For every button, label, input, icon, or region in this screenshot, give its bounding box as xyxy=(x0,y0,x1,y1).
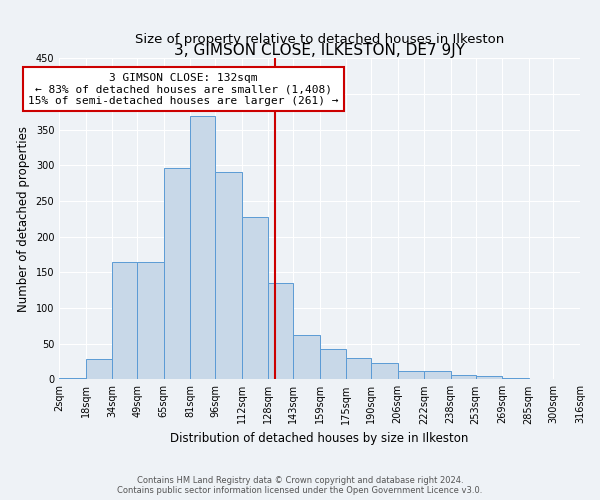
Y-axis label: Number of detached properties: Number of detached properties xyxy=(17,126,30,312)
Text: 3 GIMSON CLOSE: 132sqm
← 83% of detached houses are smaller (1,408)
15% of semi-: 3 GIMSON CLOSE: 132sqm ← 83% of detached… xyxy=(28,72,339,106)
Bar xyxy=(320,348,346,380)
Bar xyxy=(346,358,371,380)
Bar xyxy=(451,375,476,380)
Bar xyxy=(476,376,502,380)
Bar xyxy=(164,168,190,380)
Bar xyxy=(137,262,164,380)
Bar xyxy=(242,216,268,380)
Bar xyxy=(424,370,451,380)
Bar xyxy=(398,370,424,380)
Bar xyxy=(371,363,398,380)
Bar xyxy=(293,335,320,380)
Bar xyxy=(59,378,86,380)
Text: Size of property relative to detached houses in Ilkeston: Size of property relative to detached ho… xyxy=(135,32,504,46)
Bar xyxy=(529,378,553,380)
Bar xyxy=(268,283,293,380)
Bar xyxy=(86,360,112,380)
Bar xyxy=(190,116,215,380)
Bar xyxy=(502,378,529,380)
Bar xyxy=(215,172,242,380)
Bar xyxy=(112,262,137,380)
Text: Contains HM Land Registry data © Crown copyright and database right 2024.
Contai: Contains HM Land Registry data © Crown c… xyxy=(118,476,482,495)
X-axis label: Distribution of detached houses by size in Ilkeston: Distribution of detached houses by size … xyxy=(170,432,469,445)
Title: 3, GIMSON CLOSE, ILKESTON, DE7 9JY: 3, GIMSON CLOSE, ILKESTON, DE7 9JY xyxy=(174,44,465,59)
